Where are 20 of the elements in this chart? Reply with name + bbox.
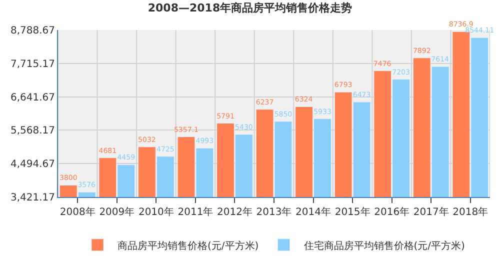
chart-title: 2008—2018年商品房平均销售价格走势 xyxy=(148,2,352,15)
x-tick-label: 2012年 xyxy=(217,206,252,218)
x-tick-label: 2014年 xyxy=(296,206,331,218)
x-tick-label: 2016年 xyxy=(374,206,410,218)
y-tick-label: 8,788.67 xyxy=(10,26,55,36)
x-tick-label: 2008年 xyxy=(60,206,96,218)
x-tick-label: 2013年 xyxy=(256,206,292,218)
y-tick-label: 7,715.17 xyxy=(10,58,55,70)
x-tick-label: 2015年 xyxy=(334,206,370,218)
legend-label: 住宅商品房平均销售价格(元/平方米) xyxy=(304,240,466,252)
x-tick-label: 2009年 xyxy=(99,206,135,218)
x-tick-label: 2010年 xyxy=(138,206,174,218)
y-tick-label: 6,641.67 xyxy=(10,92,55,104)
x-tick-label: 2011年 xyxy=(178,206,214,218)
y-tick-label: 3,421.17 xyxy=(10,192,55,204)
y-tick-label: 4,494.67 xyxy=(10,159,55,170)
x-tick-label: 2017年 xyxy=(413,206,449,218)
x-tick-label: 2018年 xyxy=(452,206,488,218)
y-tick-label: 5,568.17 xyxy=(10,126,55,137)
legend-label: 商品房平均销售价格(元/平方米) xyxy=(118,240,259,252)
